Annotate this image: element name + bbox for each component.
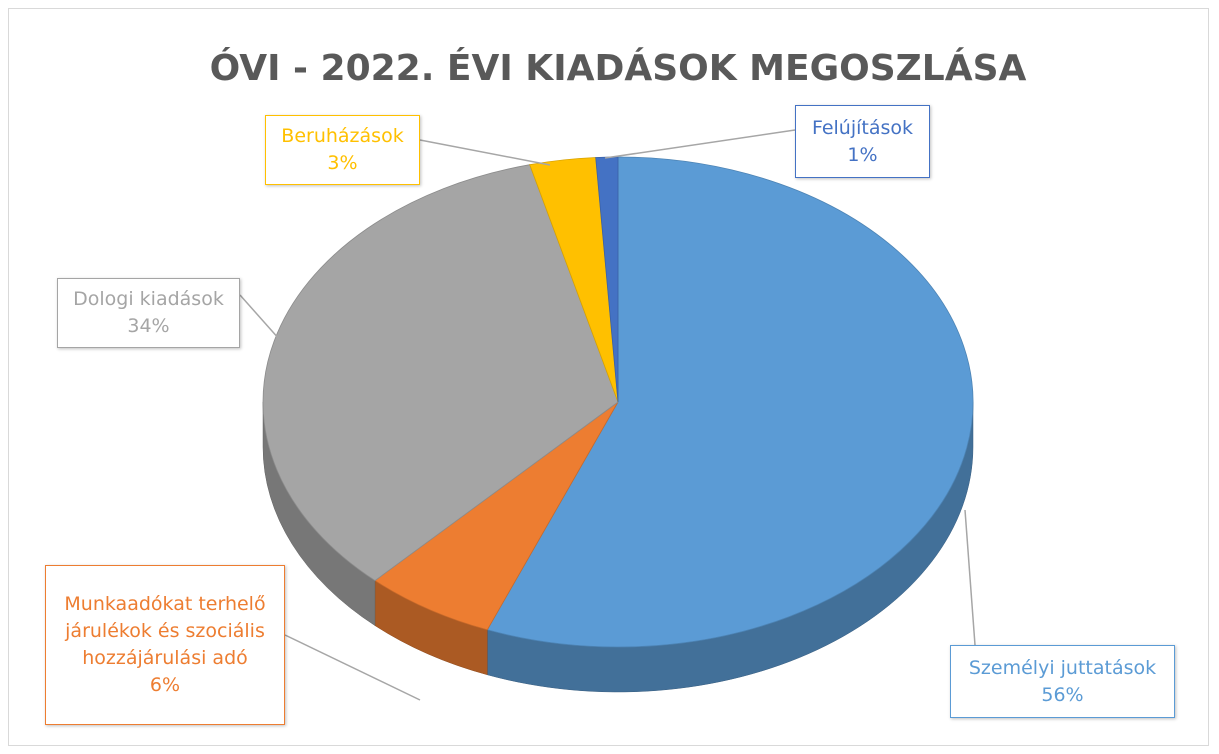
category-label: Beruházások — [281, 125, 404, 147]
slice-top — [486, 156, 974, 648]
data-label: Dologi kiadások 34% — [57, 278, 240, 348]
data-label: Felújítások 1% — [795, 105, 930, 178]
data-label: Személyi juttatások 56% — [950, 645, 1175, 718]
value-label: 3% — [327, 152, 358, 174]
data-label: Munkaadókat terhelő járulékok és szociál… — [45, 565, 285, 725]
category-label: Felújítások — [811, 116, 914, 139]
category-label: Dologi kiadások — [73, 288, 224, 310]
value-label: 6% — [149, 674, 181, 696]
category-label: Személyi juttatások — [968, 656, 1157, 679]
slice — [262, 164, 619, 627]
slice-top — [262, 164, 619, 582]
chart-frame — [8, 8, 1209, 746]
slice — [374, 401, 619, 676]
data-label: Beruházások 3% — [265, 115, 420, 185]
leader-line — [419, 139, 551, 166]
leader-line — [964, 509, 976, 646]
value-label: 1% — [847, 143, 878, 166]
slice-top — [374, 401, 619, 631]
chart-title: ÓVI - 2022. ÉVI KIADÁSOK MEGOSZLÁSA — [210, 47, 1027, 89]
leader-line — [604, 129, 796, 159]
leader-line — [284, 634, 421, 701]
value-label: 34% — [127, 315, 170, 337]
leader-line — [239, 294, 281, 341]
value-label: 56% — [1041, 683, 1084, 706]
category-label: Munkaadókat terhelő járulékok és szociál… — [64, 593, 266, 669]
